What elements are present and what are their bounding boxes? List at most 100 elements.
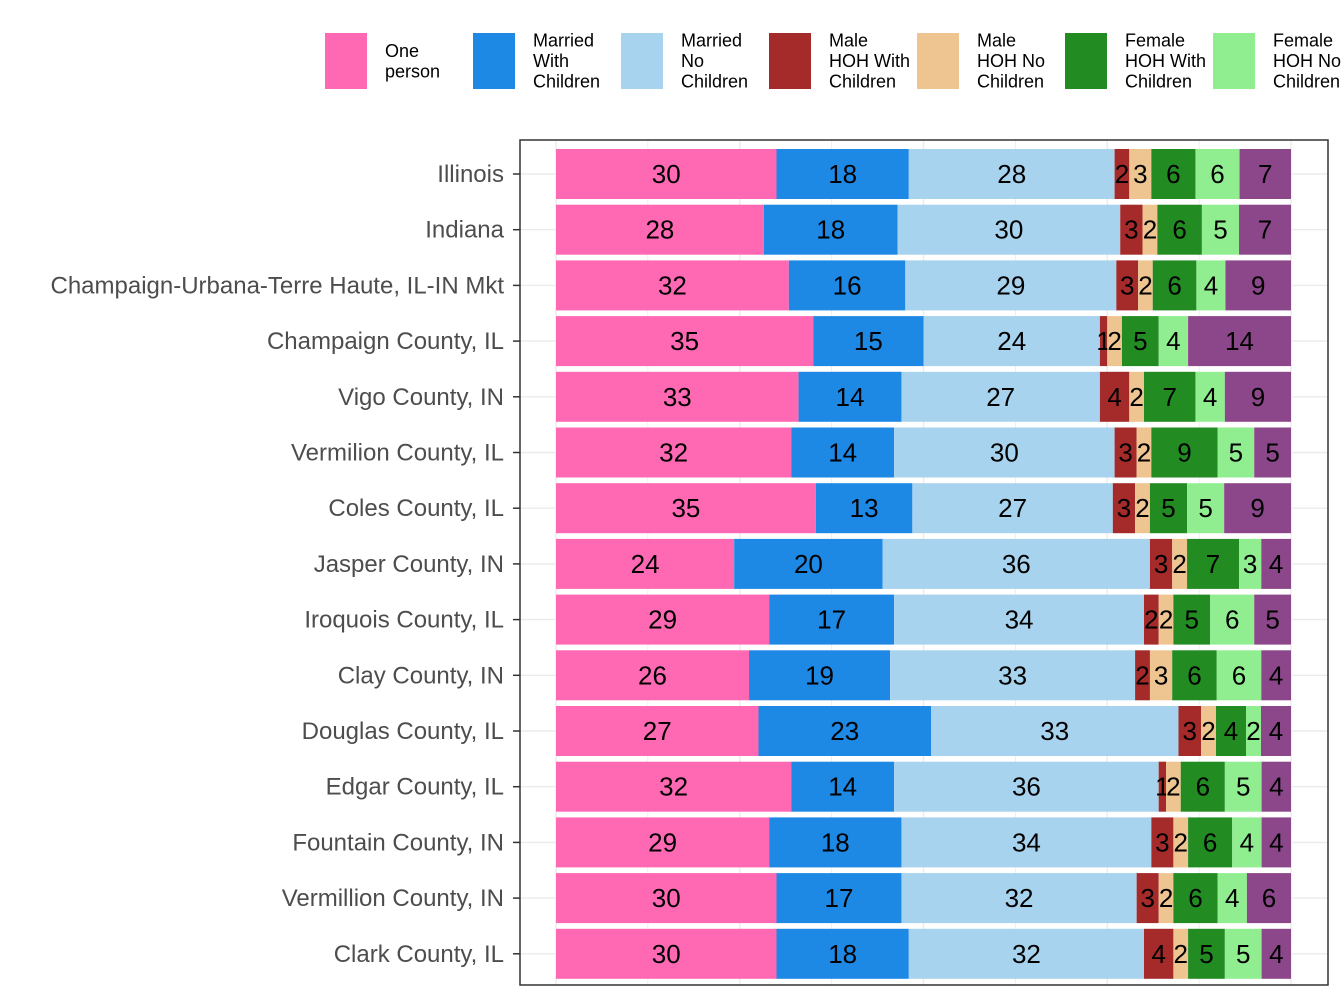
bar-value-label: 30 <box>990 438 1019 468</box>
bar-value-label: 6 <box>1188 883 1202 913</box>
bar-segment <box>769 594 895 645</box>
y-tick-label: Jasper County, IN <box>314 551 504 578</box>
bar-value-label: 2 <box>1201 716 1215 746</box>
bar-value-label: 4 <box>1204 270 1218 300</box>
bar-segment <box>1261 928 1291 979</box>
bar-segment <box>1173 817 1189 868</box>
bar-segment <box>791 427 895 478</box>
bar-value-label: 30 <box>652 159 681 189</box>
bar-segment <box>556 928 777 979</box>
bar-segment <box>1195 371 1225 422</box>
plot-panel-border <box>519 139 1329 986</box>
bar-value-label: 3 <box>1133 159 1147 189</box>
bar-segment <box>788 260 906 311</box>
bar-segment <box>1224 928 1262 979</box>
bar-value-label: 4 <box>1240 827 1254 857</box>
bar-segment <box>1112 483 1136 534</box>
bar-segment <box>1173 928 1189 979</box>
bar-segment <box>1254 594 1291 645</box>
bar-segment <box>1196 260 1226 311</box>
y-tick-label: Champaign-Urbana-Terre Haute, IL-IN Mkt <box>50 272 504 299</box>
legend-key <box>473 33 515 89</box>
legend-label: Married No Children <box>681 31 748 92</box>
legend-item: Male HOH With Children <box>769 31 910 92</box>
bar-segment <box>763 204 898 255</box>
legend-key <box>1213 33 1255 89</box>
bar-segment <box>1173 873 1218 924</box>
bar-segment <box>749 650 891 701</box>
bar-segment <box>1152 260 1197 311</box>
bar-value-label: 3 <box>1154 549 1168 579</box>
bar-row: 28 18 30 3 2 6 5 7 <box>556 204 1291 255</box>
legend-item: One person <box>325 33 440 89</box>
bar-segment <box>1116 260 1139 311</box>
bar-value-label: 2 <box>1115 159 1129 189</box>
bar-value-label: 30 <box>994 215 1023 245</box>
bar-segment <box>1138 260 1153 311</box>
bar-value-label: 9 <box>1251 382 1265 412</box>
bar-row: 30 18 28 2 3 6 6 7 <box>556 149 1291 199</box>
bar-segment <box>1254 427 1291 478</box>
bar-row: 30 18 32 4 2 5 5 4 <box>556 928 1291 979</box>
y-tick-label: Douglas County, IL <box>302 718 504 745</box>
bar-value-label: 5 <box>1161 493 1175 523</box>
bar-value-label: 2 <box>1172 549 1186 579</box>
bar-value-label: 23 <box>830 716 859 746</box>
bar-value-label: 5 <box>1198 493 1212 523</box>
bar-segment <box>894 594 1144 645</box>
bar-segment <box>1232 817 1262 868</box>
y-tick-label: Vigo County, IN <box>338 384 504 411</box>
legend-label: Female HOH No Children <box>1273 31 1341 92</box>
bar-value-label: 1 <box>1155 772 1169 802</box>
y-tick-label: Illinois <box>437 161 504 188</box>
bar-value-label: 35 <box>670 326 699 356</box>
bar-row: 26 19 33 2 3 6 6 4 <box>556 650 1291 701</box>
bar-segment <box>901 873 1137 924</box>
bar-value-label: 3 <box>1140 883 1154 913</box>
bar-value-label: 2 <box>1135 660 1149 690</box>
bar-value-label: 18 <box>828 939 857 969</box>
bar-segment <box>556 650 750 701</box>
bar-segment <box>1188 928 1225 979</box>
bar-value-label: 3 <box>1124 215 1138 245</box>
bar-value-label: 2 <box>1174 939 1188 969</box>
bar-value-label: 3 <box>1118 438 1132 468</box>
bar-segment <box>556 316 814 367</box>
bar-value-label: 36 <box>1002 549 1031 579</box>
bar-value-label: 32 <box>659 772 688 802</box>
bar-value-label: 4 <box>1151 939 1165 969</box>
bar-segment <box>1151 427 1218 478</box>
bar-row: 27 23 33 3 2 4 2 4 <box>556 706 1291 756</box>
bar-segment <box>1225 260 1291 311</box>
bar-value-label: 2 <box>1174 827 1188 857</box>
bar-segment <box>556 427 792 478</box>
bar-segment <box>1149 650 1173 701</box>
bar-value-label: 30 <box>652 939 681 969</box>
bar-segment <box>890 650 1136 701</box>
bar-segment <box>1187 483 1225 534</box>
bar-value-label: 24 <box>997 326 1026 356</box>
bar-segment <box>1114 427 1137 478</box>
bar-row: 35 15 24 12 5 4 14 <box>556 316 1291 367</box>
bar-segment <box>1239 149 1291 199</box>
bar-segment <box>556 149 777 199</box>
bar-segment <box>901 817 1152 868</box>
bar-value-label: 3 <box>1117 493 1131 523</box>
bar-segment <box>1178 706 1201 756</box>
bar-segment <box>1216 706 1246 756</box>
bar-value-label: 5 <box>1199 939 1213 969</box>
legend-label: Married With Children <box>533 31 600 92</box>
legend-label: One person <box>385 41 440 82</box>
bar-segment <box>1144 371 1196 422</box>
bar-segment <box>1129 371 1144 422</box>
bar-segment <box>1224 761 1262 812</box>
bar-value-label: 2 <box>1137 438 1151 468</box>
bar-value-label: 4 <box>1269 716 1283 746</box>
bar-value-label: 27 <box>998 493 1027 523</box>
bar-segment <box>1224 483 1291 534</box>
legend-item: Married With Children <box>473 31 600 92</box>
bar-value-label: 6 <box>1262 883 1276 913</box>
bar-segment <box>556 706 759 756</box>
legend-label: Male HOH No Children <box>977 31 1045 92</box>
